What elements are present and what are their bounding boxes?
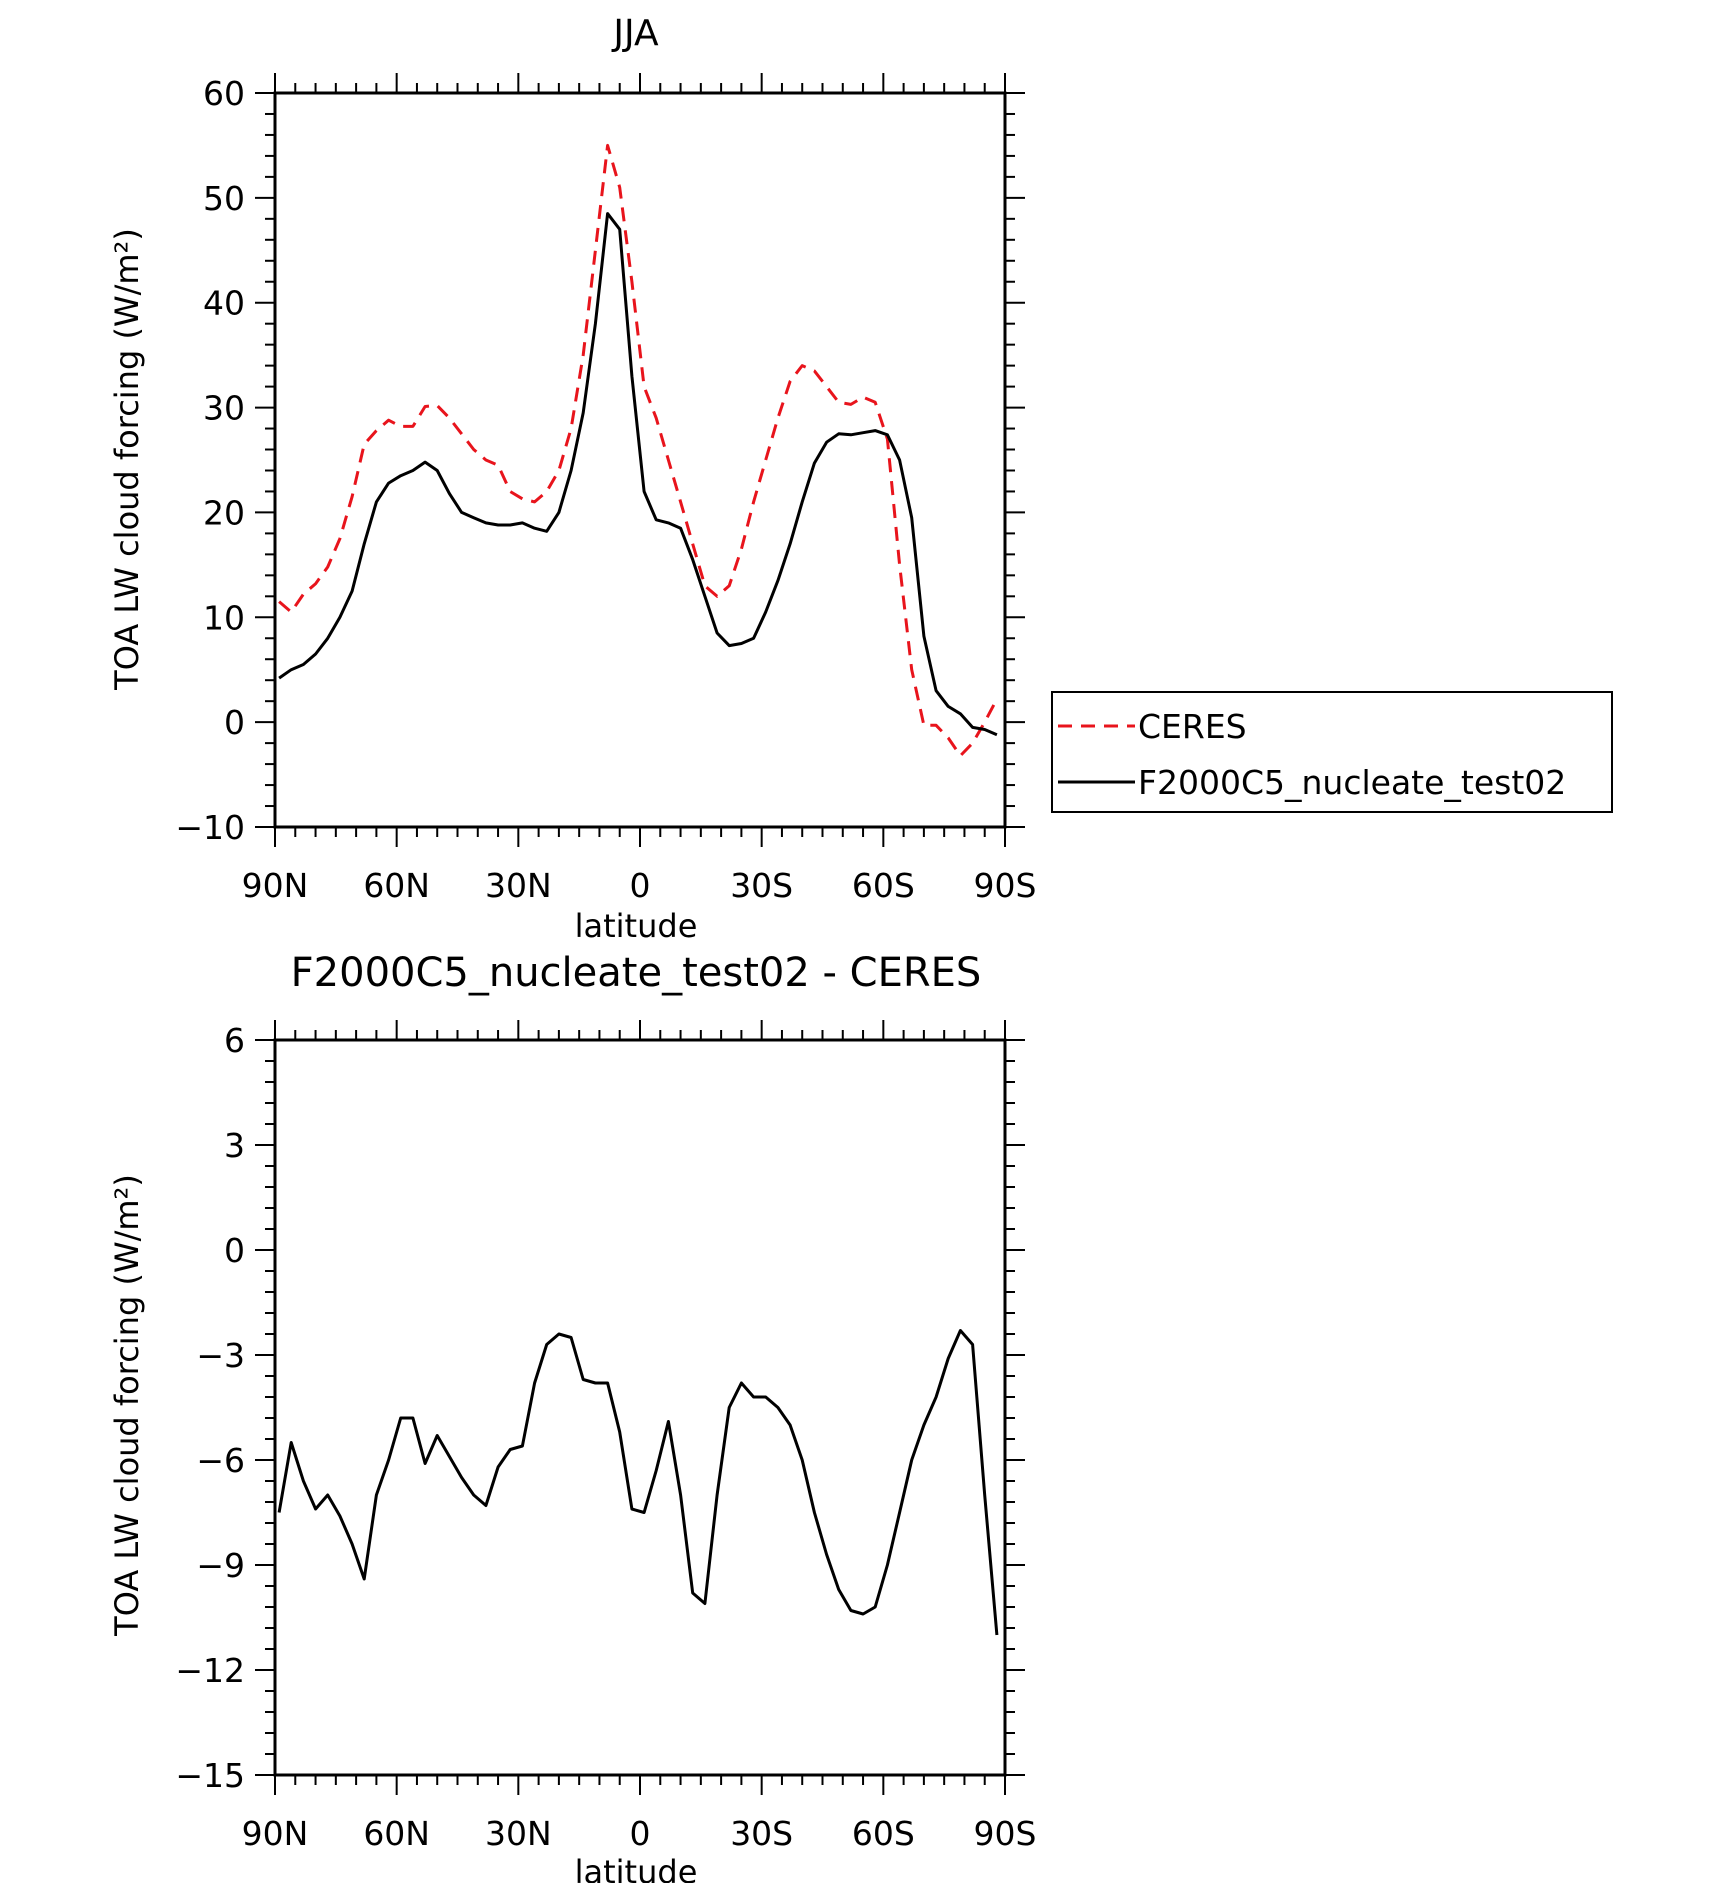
y-tick-label: 60 xyxy=(203,74,245,113)
x-tick-label: 60N xyxy=(363,1814,430,1853)
x-tick-label: 60N xyxy=(363,866,430,905)
y-tick-label: −9 xyxy=(196,1546,245,1585)
chart-panel-top: JJA TOA LW cloud forcing (W/m²) latitude… xyxy=(108,13,1613,945)
y-tick-label: −10 xyxy=(175,808,245,847)
chart-title: F2000C5_nucleate_test02 - CERES xyxy=(291,950,982,996)
y-tick-label: 10 xyxy=(203,598,245,637)
chart-panel-bottom: F2000C5_nucleate_test02 - CERES TOA LW c… xyxy=(108,950,1036,1883)
x-tick-label: 0 xyxy=(630,866,651,905)
y-tick-label: −15 xyxy=(175,1756,245,1795)
legend: CERES F2000C5_nucleate_test02 xyxy=(1051,691,1613,813)
legend-label-ceres: CERES xyxy=(1138,707,1247,746)
y-tick-label: −3 xyxy=(196,1336,245,1375)
x-tick-label: 90N xyxy=(242,866,309,905)
y-tick-label: 6 xyxy=(224,1021,245,1060)
series-line-f2000c5_nucleate_test02 xyxy=(278,212,998,737)
x-tick-label: 30S xyxy=(730,1814,793,1853)
x-tick-label: 90S xyxy=(974,866,1037,905)
x-tick-label: 30S xyxy=(730,866,793,905)
y-tick-label: 0 xyxy=(224,1231,245,1270)
x-tick-label: 90N xyxy=(242,1814,309,1853)
legend-label-model: F2000C5_nucleate_test02 xyxy=(1138,763,1566,802)
series-line-difference xyxy=(277,1329,999,1636)
x-tick-label: 90S xyxy=(974,1814,1037,1853)
series-line-ceres xyxy=(278,143,999,758)
x-tick-label: 60S xyxy=(852,1814,915,1853)
x-tick-label: 30N xyxy=(485,866,552,905)
legend-box xyxy=(1051,691,1613,813)
x-tick-label: 30N xyxy=(485,1814,552,1853)
y-tick-label: 0 xyxy=(224,703,245,742)
x-axis-label: latitude xyxy=(575,907,698,945)
y-tick-label: 50 xyxy=(203,179,245,218)
y-tick-label: 3 xyxy=(224,1126,245,1165)
y-tick-label: 40 xyxy=(203,284,245,323)
x-axis-label: latitude xyxy=(575,1853,698,1883)
y-axis-label: TOA LW cloud forcing (W/m²) xyxy=(108,1174,146,1637)
y-tick-label: −6 xyxy=(196,1441,245,1480)
chart-title: JJA xyxy=(611,13,659,54)
y-axis-label: TOA LW cloud forcing (W/m²) xyxy=(108,228,146,691)
y-tick-label: 30 xyxy=(203,389,245,428)
x-tick-label: 60S xyxy=(852,866,915,905)
y-tick-label: −12 xyxy=(175,1651,245,1690)
y-tick-label: 20 xyxy=(203,493,245,532)
plot-frame xyxy=(273,1038,1007,1777)
x-tick-label: 0 xyxy=(630,1814,651,1853)
